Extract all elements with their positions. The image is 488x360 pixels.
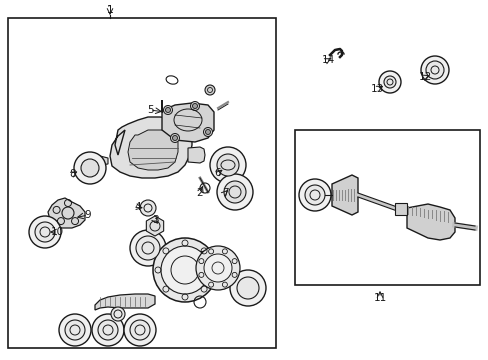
Circle shape (124, 314, 156, 346)
Bar (8, 18, 275, 348)
Text: 9: 9 (84, 210, 91, 220)
Circle shape (224, 181, 245, 203)
Circle shape (204, 85, 215, 95)
Circle shape (92, 314, 124, 346)
Polygon shape (86, 154, 108, 166)
Circle shape (111, 307, 125, 321)
Polygon shape (406, 204, 454, 240)
Polygon shape (195, 250, 238, 286)
Text: 3: 3 (151, 215, 158, 225)
Text: 7: 7 (221, 188, 228, 198)
Text: 4: 4 (134, 202, 141, 212)
Circle shape (59, 314, 91, 346)
Text: 2: 2 (196, 188, 203, 198)
Polygon shape (48, 198, 85, 228)
Circle shape (425, 61, 443, 79)
Circle shape (98, 320, 118, 340)
Text: 10: 10 (50, 227, 63, 237)
Circle shape (81, 159, 99, 177)
Text: 1: 1 (106, 5, 113, 15)
Circle shape (140, 200, 156, 216)
Circle shape (203, 127, 212, 136)
Text: 8: 8 (70, 169, 76, 179)
Text: 1: 1 (106, 5, 113, 15)
Polygon shape (162, 100, 214, 142)
Circle shape (217, 174, 252, 210)
Polygon shape (128, 130, 178, 170)
Circle shape (65, 320, 85, 340)
Circle shape (29, 216, 61, 248)
Circle shape (161, 246, 208, 294)
Circle shape (192, 104, 197, 108)
Text: 11: 11 (373, 293, 386, 303)
Circle shape (378, 71, 400, 93)
Circle shape (298, 179, 330, 211)
Circle shape (190, 102, 199, 111)
Circle shape (205, 130, 210, 135)
Polygon shape (95, 294, 155, 310)
Text: 6: 6 (214, 168, 221, 178)
Polygon shape (331, 175, 357, 215)
Circle shape (237, 277, 259, 299)
Circle shape (35, 222, 55, 242)
Circle shape (217, 154, 239, 176)
Circle shape (172, 135, 177, 140)
Text: 14: 14 (321, 55, 334, 65)
Circle shape (153, 238, 217, 302)
Bar (294, 130, 479, 285)
Circle shape (74, 152, 106, 184)
Polygon shape (110, 117, 192, 178)
Circle shape (229, 270, 265, 306)
Circle shape (165, 108, 170, 113)
Circle shape (203, 254, 231, 282)
Circle shape (196, 246, 240, 290)
Circle shape (136, 236, 160, 260)
Polygon shape (146, 216, 163, 236)
Circle shape (420, 56, 448, 84)
Circle shape (383, 76, 395, 88)
Text: 5: 5 (146, 105, 153, 115)
Circle shape (163, 105, 172, 114)
Circle shape (209, 147, 245, 183)
Circle shape (130, 230, 165, 266)
Circle shape (130, 320, 150, 340)
Text: 12: 12 (418, 72, 431, 82)
Polygon shape (187, 147, 204, 163)
Circle shape (170, 134, 179, 143)
Text: 13: 13 (369, 84, 383, 94)
Bar (394, 203, 406, 215)
Circle shape (305, 185, 325, 205)
